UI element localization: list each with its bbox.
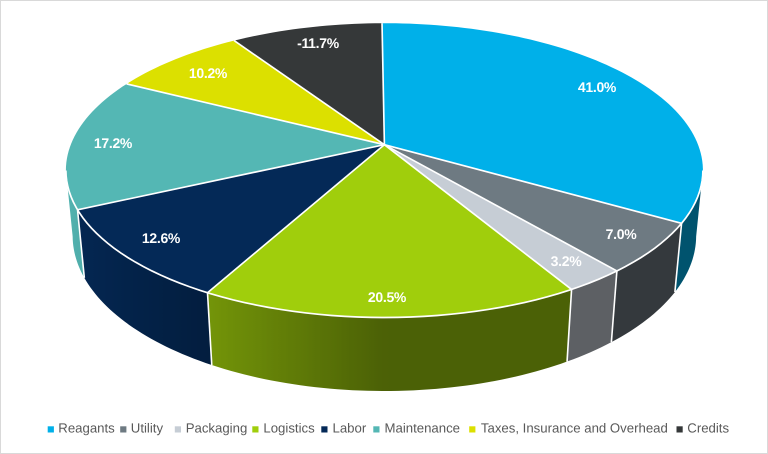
- svg-text:Labor: Labor: [333, 421, 367, 436]
- svg-text:Credits: Credits: [687, 421, 729, 436]
- svg-text:10.2%: 10.2%: [189, 65, 228, 81]
- svg-text:3.2%: 3.2%: [551, 253, 583, 269]
- svg-text:Logistics: Logistics: [263, 421, 315, 436]
- svg-text:20.5%: 20.5%: [368, 289, 407, 305]
- svg-text:Utility: Utility: [131, 421, 164, 436]
- svg-text:Maintenance: Maintenance: [385, 421, 461, 436]
- svg-text:Packaging: Packaging: [186, 421, 248, 436]
- svg-text:17.2%: 17.2%: [94, 135, 133, 151]
- svg-text:Taxes, Insurance and Overhead: Taxes, Insurance and Overhead: [481, 421, 668, 436]
- svg-text:Reagants: Reagants: [58, 421, 115, 436]
- svg-text:7.0%: 7.0%: [606, 226, 638, 242]
- svg-text:41.0%: 41.0%: [578, 79, 617, 95]
- svg-text:-11.7%: -11.7%: [297, 35, 340, 51]
- svg-text:12.6%: 12.6%: [142, 230, 181, 246]
